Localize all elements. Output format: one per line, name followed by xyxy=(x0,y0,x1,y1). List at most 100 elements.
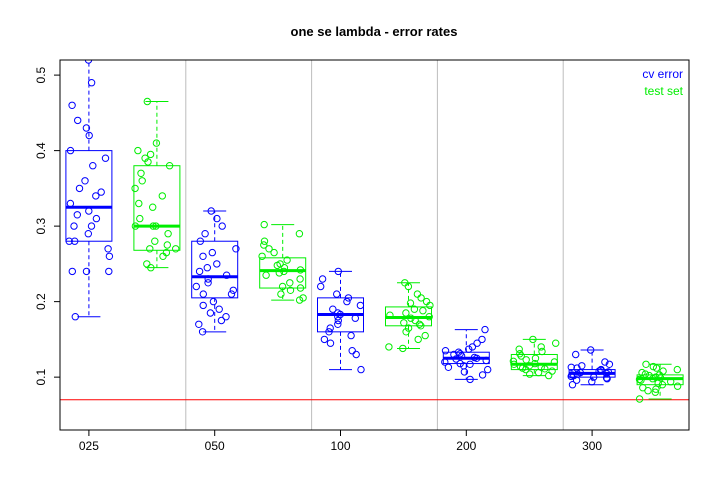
data-point xyxy=(605,360,614,368)
data-point xyxy=(105,267,113,276)
data-point xyxy=(85,207,93,215)
data-point xyxy=(407,314,415,322)
data-point xyxy=(229,286,238,294)
x-axis: 025 050 100 200 300 xyxy=(79,430,602,453)
data-point xyxy=(71,313,80,321)
data-point xyxy=(667,378,675,386)
data-point xyxy=(652,364,661,372)
data-point xyxy=(84,230,93,238)
data-point xyxy=(595,367,603,375)
data-point xyxy=(195,320,203,328)
data-point xyxy=(450,350,458,359)
data-point xyxy=(143,97,152,106)
data-point xyxy=(426,301,434,310)
data-point xyxy=(538,347,546,356)
data-point xyxy=(262,271,270,279)
box-body xyxy=(259,257,307,289)
data-point xyxy=(334,316,342,325)
data-point xyxy=(207,207,215,215)
chart-title: one se lambda - error rates xyxy=(291,24,458,39)
data-point xyxy=(280,264,289,272)
data-point xyxy=(531,354,540,362)
data-point xyxy=(457,352,466,360)
data-point xyxy=(286,286,295,294)
data-point xyxy=(347,331,355,340)
data-point xyxy=(326,339,335,347)
data-point xyxy=(402,309,410,317)
data-point xyxy=(85,131,93,140)
data-point xyxy=(484,365,492,374)
y-tick-label: 0.4 xyxy=(34,142,48,159)
data-point xyxy=(515,345,523,353)
data-point xyxy=(66,146,75,155)
data-point xyxy=(641,370,650,378)
data-point xyxy=(441,358,449,366)
data-point xyxy=(465,345,473,353)
data-point xyxy=(572,376,581,384)
data-point xyxy=(147,264,155,272)
legend-item-cv-error: cv error xyxy=(642,67,683,81)
data-point xyxy=(270,248,278,257)
data-point xyxy=(144,158,152,166)
data-point xyxy=(283,256,291,264)
data-point xyxy=(481,325,489,334)
data-point xyxy=(460,368,469,376)
data-point xyxy=(89,162,97,170)
data-point xyxy=(602,369,611,378)
data-point xyxy=(659,367,667,375)
data-point xyxy=(552,339,560,347)
data-point xyxy=(572,350,580,359)
data-point xyxy=(81,177,89,185)
data-point xyxy=(199,252,207,260)
data-point xyxy=(320,335,329,344)
data-point xyxy=(590,373,598,381)
data-point xyxy=(522,356,530,364)
data-point xyxy=(441,347,450,355)
data-point xyxy=(101,154,110,162)
data-point xyxy=(201,230,209,238)
data-point xyxy=(164,230,172,238)
data-point xyxy=(386,311,394,319)
data-point xyxy=(638,368,646,377)
data-point xyxy=(232,245,240,253)
data-point xyxy=(334,313,342,321)
data-point xyxy=(402,328,410,336)
data-point xyxy=(404,282,413,291)
data-point xyxy=(417,294,425,302)
data-point xyxy=(152,139,161,147)
data-point xyxy=(206,309,215,317)
data-point xyxy=(517,352,525,360)
box-test-set-100 xyxy=(385,282,432,349)
data-point xyxy=(411,316,419,325)
data-point xyxy=(318,275,327,283)
data-point xyxy=(352,350,360,359)
data-point xyxy=(673,382,682,390)
data-point xyxy=(74,116,82,125)
data-point xyxy=(222,313,230,321)
data-point xyxy=(143,260,151,268)
x-tick-label: 300 xyxy=(582,439,602,453)
data-point xyxy=(71,237,79,245)
box-body xyxy=(191,240,239,299)
data-point xyxy=(273,261,281,270)
data-point xyxy=(92,214,101,223)
data-point xyxy=(410,305,419,313)
data-point xyxy=(260,220,268,229)
data-point xyxy=(357,365,365,374)
data-point xyxy=(92,192,100,200)
data-point xyxy=(217,316,226,325)
data-point xyxy=(215,305,223,313)
data-point xyxy=(87,222,96,230)
data-point xyxy=(637,376,645,384)
data-point xyxy=(522,365,530,374)
data-point xyxy=(286,279,294,287)
data-point xyxy=(198,328,207,336)
data-point xyxy=(296,275,304,283)
box-body xyxy=(65,150,113,242)
data-point xyxy=(466,375,474,384)
data-point xyxy=(534,368,543,377)
data-point xyxy=(425,313,433,321)
data-point xyxy=(146,150,155,159)
data-point xyxy=(209,297,218,306)
data-point xyxy=(204,279,212,287)
